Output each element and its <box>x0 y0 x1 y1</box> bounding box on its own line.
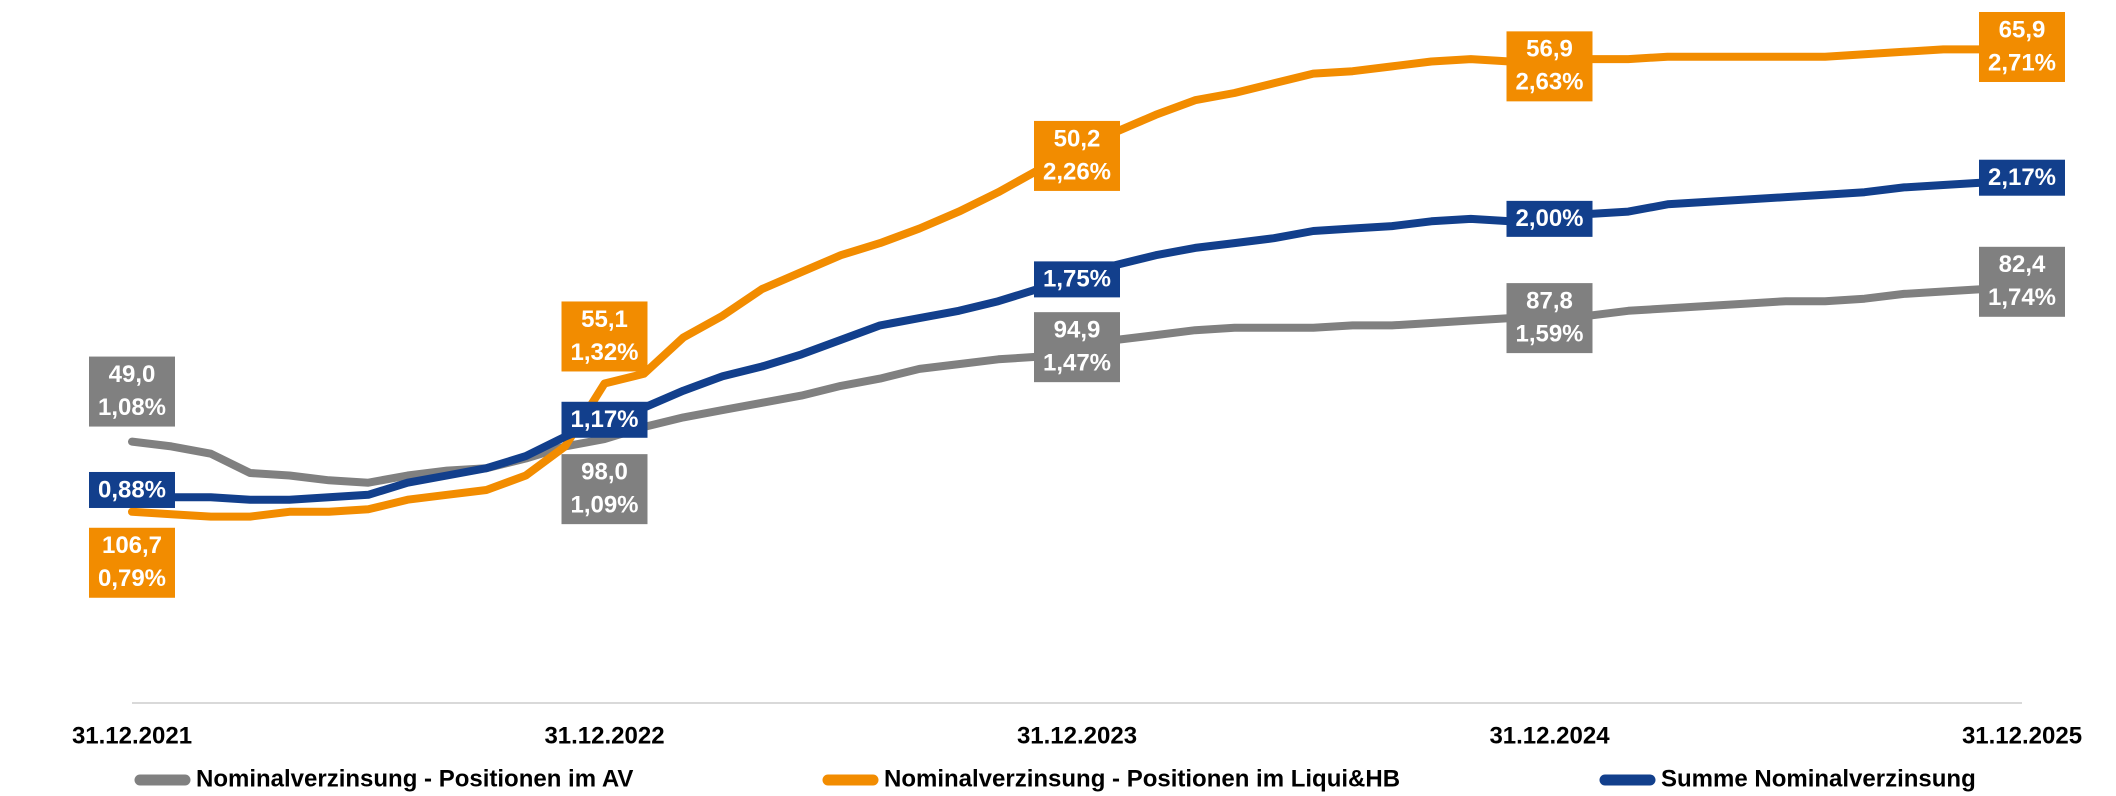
data-label: 1,32% <box>570 339 638 366</box>
data-label-box <box>1506 31 1593 102</box>
legend-label: Nominalverzinsung - Positionen im Liqui&… <box>884 765 1400 792</box>
x-tick-label: 31.12.2024 <box>1489 722 1610 749</box>
legend-label: Nominalverzinsung - Positionen im AV <box>196 765 633 792</box>
data-label-extra: 50,2 <box>1054 125 1101 152</box>
data-label-extra: 82,4 <box>1999 251 2046 278</box>
data-label-extra: 65,9 <box>1999 16 2046 43</box>
data-label: 1,59% <box>1515 320 1583 347</box>
data-label-extra: 106,7 <box>102 532 162 559</box>
data-label: 0,79% <box>98 565 166 592</box>
data-label-box <box>1979 11 2065 82</box>
x-tick-label: 31.12.2023 <box>1017 722 1137 749</box>
data-label: 1,74% <box>1988 284 2056 311</box>
data-label: 2,26% <box>1043 158 1111 185</box>
data-label-extra: 98,0 <box>581 458 628 485</box>
data-label-extra: 56,9 <box>1526 36 1573 63</box>
data-label-extra: 55,1 <box>581 306 628 333</box>
x-tick-label: 31.12.2022 <box>544 722 664 749</box>
data-label-box <box>561 454 648 525</box>
data-label-box <box>89 356 175 427</box>
data-label-box <box>1034 312 1120 383</box>
data-label-box <box>89 527 175 598</box>
data-label: 1,47% <box>1043 350 1111 377</box>
data-label: 2,17% <box>1988 164 2056 191</box>
data-label-box <box>89 471 175 508</box>
data-label-box <box>1034 120 1120 191</box>
line <box>128 277 2026 487</box>
data-label-extra: 94,9 <box>1054 317 1101 344</box>
data-label: 0,88% <box>98 476 166 503</box>
data-label: 1,75% <box>1043 266 1111 293</box>
data-label: 2,63% <box>1515 69 1583 96</box>
data-label: 2,00% <box>1515 205 1583 232</box>
data-label: 1,09% <box>570 491 638 518</box>
data-label-box <box>1506 283 1593 354</box>
data-label: 1,17% <box>570 406 638 433</box>
data-label: 2,71% <box>1988 49 2056 76</box>
data-label-box <box>1979 246 2065 317</box>
data-label: 1,08% <box>98 394 166 421</box>
data-label-box <box>1034 261 1120 298</box>
data-label-extra: 87,8 <box>1526 287 1573 314</box>
legend-label: Summe Nominalverzinsung <box>1661 765 1976 792</box>
data-label-box <box>561 301 648 372</box>
x-tick-label: 31.12.2025 <box>1962 722 2082 749</box>
x-tick-label: 31.12.2021 <box>72 722 192 749</box>
data-label-extra: 49,0 <box>109 361 156 388</box>
data-label-box <box>1506 200 1593 237</box>
data-label-box <box>1979 159 2065 196</box>
data-label-box <box>561 401 648 438</box>
